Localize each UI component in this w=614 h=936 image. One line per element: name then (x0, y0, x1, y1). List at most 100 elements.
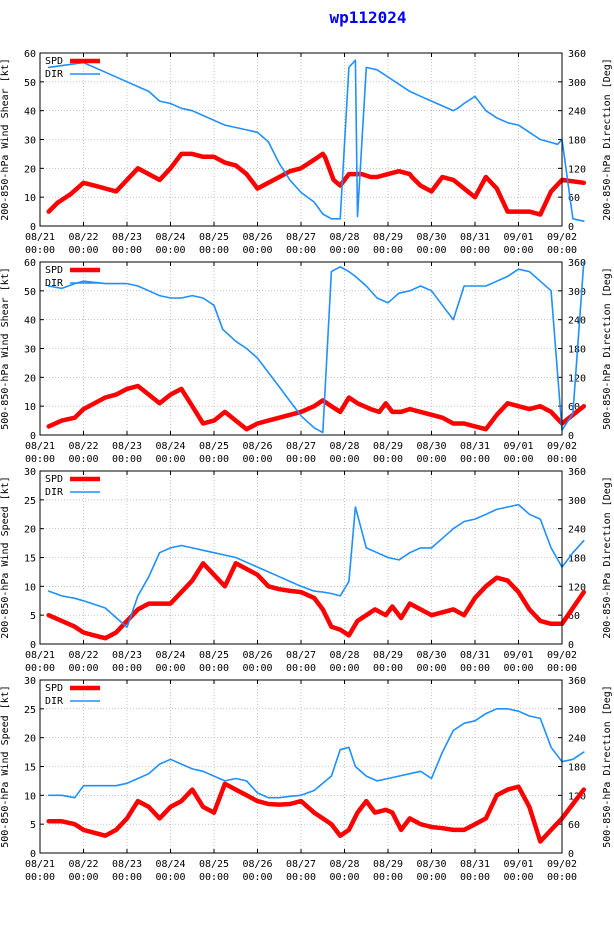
y-tick-label: 50 (24, 287, 36, 298)
x-tick-label-time: 00:00 (416, 454, 446, 465)
x-tick-label-date: 09/01 (503, 441, 533, 452)
x-tick-label-time: 00:00 (460, 454, 490, 465)
x-tick-label-date: 08/21 (25, 232, 55, 243)
y-tick-label: 20 (24, 164, 36, 175)
x-tick-label-date: 09/01 (503, 859, 533, 870)
y-tick-label: 30 (24, 345, 36, 356)
dir-series-line (47, 261, 585, 434)
x-tick-label-date: 08/24 (155, 232, 185, 243)
x-tick-label-date: 08/26 (242, 650, 272, 661)
y-tick-label: 25 (24, 705, 36, 716)
x-tick-label-date: 09/02 (547, 859, 577, 870)
x-tick-label-date: 08/21 (25, 441, 55, 452)
x-tick-label-time: 00:00 (416, 245, 446, 256)
x-tick-label-date: 08/29 (373, 441, 403, 452)
x-tick-label-date: 09/02 (547, 650, 577, 661)
x-tick-label-time: 00:00 (155, 663, 185, 674)
x-tick-label-date: 08/22 (68, 232, 98, 243)
x-tick-label-time: 00:00 (242, 245, 272, 256)
x-tick-label-time: 00:00 (155, 872, 185, 883)
x-tick-label-date: 08/26 (242, 859, 272, 870)
y-tick-label: 10 (24, 582, 36, 593)
x-tick-label-date: 08/24 (155, 859, 185, 870)
x-tick-label-time: 00:00 (286, 454, 316, 465)
y2-tick-label: 360 (568, 467, 586, 478)
y-axis-label: 200-850-hPa Wind Shear [kt] (0, 58, 11, 221)
x-tick-label-time: 00:00 (329, 454, 359, 465)
legend-label-spd: SPD (45, 56, 63, 67)
x-tick-label-date: 08/30 (416, 650, 446, 661)
x-tick-label-time: 00:00 (112, 454, 142, 465)
x-tick-label-time: 00:00 (112, 245, 142, 256)
y-tick-label: 20 (24, 525, 36, 536)
x-tick-label-date: 08/24 (155, 650, 185, 661)
x-tick-label-time: 00:00 (199, 454, 229, 465)
y2-tick-label: 0 (568, 849, 574, 860)
plot-frame (39, 470, 563, 645)
x-tick-label-date: 08/22 (68, 650, 98, 661)
spd-series-line (46, 561, 587, 641)
x-tick-label-date: 09/01 (503, 650, 533, 661)
x-tick-label-date: 08/27 (286, 650, 316, 661)
x-tick-label-time: 00:00 (68, 454, 98, 465)
y-tick-label: 10 (24, 791, 36, 802)
spd-series-line (46, 781, 587, 844)
y-tick-label: 25 (24, 496, 36, 507)
y2-axis-label: 500-850-hPa Direction [Deg] (602, 267, 613, 430)
x-tick-label-date: 08/29 (373, 650, 403, 661)
y-tick-label: 50 (24, 78, 36, 89)
y2-tick-label: 360 (568, 258, 586, 269)
x-tick-label-date: 08/22 (68, 859, 98, 870)
x-tick-label-time: 00:00 (547, 872, 577, 883)
x-tick-label-date: 08/30 (416, 441, 446, 452)
legend-label-spd: SPD (45, 265, 63, 276)
y-tick-label: 10 (24, 193, 36, 204)
x-tick-label-time: 00:00 (416, 872, 446, 883)
x-tick-label-date: 09/02 (547, 232, 577, 243)
y-tick-label: 20 (24, 373, 36, 384)
y-tick-label: 20 (24, 734, 36, 745)
y2-tick-label: 60 (568, 611, 580, 622)
y2-tick-label: 360 (568, 49, 586, 60)
y2-tick-label: 0 (568, 640, 574, 651)
x-tick-label-time: 00:00 (373, 454, 403, 465)
x-tick-label-time: 00:00 (373, 872, 403, 883)
y-axis-label: 200-850-hPa Wind Speed [kt] (0, 476, 11, 639)
x-tick-label-time: 00:00 (112, 872, 142, 883)
plot-frame (39, 679, 563, 854)
y2-tick-label: 120 (568, 373, 586, 384)
y2-tick-label: 300 (568, 705, 586, 716)
x-tick-label-date: 08/31 (460, 650, 490, 661)
x-tick-label-time: 00:00 (286, 663, 316, 674)
x-tick-label-time: 00:00 (503, 245, 533, 256)
y2-tick-label: 180 (568, 763, 586, 774)
y-tick-label: 0 (30, 431, 36, 442)
x-tick-label-date: 08/25 (199, 441, 229, 452)
x-tick-label-time: 00:00 (503, 663, 533, 674)
x-tick-label-time: 00:00 (199, 245, 229, 256)
dir-series-line (47, 59, 585, 222)
x-tick-label-date: 08/28 (329, 859, 359, 870)
y2-tick-label: 300 (568, 496, 586, 507)
x-tick-label-time: 00:00 (373, 245, 403, 256)
x-tick-label-time: 00:00 (68, 663, 98, 674)
x-tick-label-date: 09/02 (547, 441, 577, 452)
y-tick-label: 40 (24, 316, 36, 327)
legend-label-dir: DIR (45, 487, 64, 498)
x-tick-label-time: 00:00 (25, 872, 55, 883)
x-tick-label-date: 08/28 (329, 441, 359, 452)
x-tick-label-date: 08/27 (286, 441, 316, 452)
x-tick-label-time: 00:00 (460, 663, 490, 674)
x-tick-label-date: 08/23 (112, 441, 142, 452)
x-tick-label-date: 08/28 (329, 232, 359, 243)
x-tick-label-date: 08/31 (460, 441, 490, 452)
y2-tick-label: 300 (568, 287, 586, 298)
x-tick-label-time: 00:00 (242, 872, 272, 883)
y2-axis-label: 500-850-hPa Direction [Deg] (602, 685, 613, 848)
y-axis-label: 500-850-hPa Wind Speed [kt] (0, 685, 11, 848)
x-tick-label-time: 00:00 (460, 872, 490, 883)
y2-tick-label: 240 (568, 107, 586, 118)
y-tick-label: 0 (30, 222, 36, 233)
x-tick-label-time: 00:00 (68, 245, 98, 256)
x-tick-label-date: 08/30 (416, 232, 446, 243)
